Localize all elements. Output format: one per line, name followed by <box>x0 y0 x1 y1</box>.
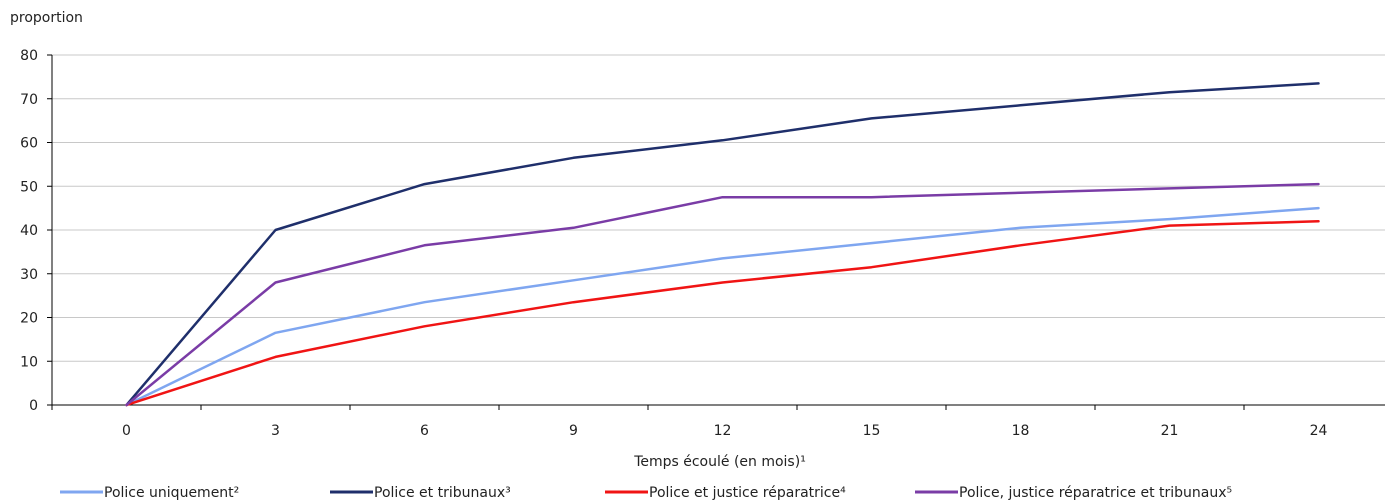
x-tick-label: 6 <box>420 423 429 439</box>
y-tick-label: 0 <box>29 398 38 414</box>
x-tick-label: 12 <box>714 423 732 439</box>
legend-label: Police et justice réparatrice⁴ <box>649 485 846 501</box>
y-tick-label: 50 <box>20 179 38 195</box>
gridlines <box>52 54 1385 362</box>
legend-item: Police uniquement² <box>60 485 239 501</box>
y-axis-ticks: 0 10 20 30 40 50 60 70 80 <box>20 48 52 414</box>
legend: Police uniquement² Police et tribunaux³ Po… <box>60 485 1232 501</box>
y-axis-title: proportion <box>10 10 83 26</box>
x-tick-label: 0 <box>122 423 131 439</box>
series-line-4 <box>125 182 1320 407</box>
x-tick-label: 9 <box>569 423 578 439</box>
series-line-1 <box>125 206 1320 407</box>
x-tick-label: 24 <box>1310 423 1328 439</box>
y-tick-label: 10 <box>20 354 38 370</box>
legend-label: Police uniquement² <box>104 485 239 501</box>
y-tick-label: 40 <box>20 223 38 239</box>
series-lines <box>125 82 1320 407</box>
legend-item: Police et tribunaux³ <box>330 485 511 501</box>
series-line-2 <box>125 82 1320 407</box>
x-tick-label: 15 <box>863 423 881 439</box>
y-tick-label: 80 <box>20 48 38 64</box>
legend-item: Police, justice réparatrice et tribunaux… <box>915 485 1232 501</box>
x-tick-label: 21 <box>1161 423 1179 439</box>
legend-label: Police et tribunaux³ <box>374 485 511 501</box>
y-tick-label: 30 <box>20 267 38 283</box>
x-axis-title: Temps écoulé (en mois)¹ <box>633 454 806 470</box>
legend-item: Police et justice réparatrice⁴ <box>605 485 846 501</box>
y-tick-label: 20 <box>20 311 38 327</box>
y-tick-label: 60 <box>20 136 38 152</box>
x-axis-ticks: 0 3 6 9 12 15 18 21 24 <box>51 405 1328 439</box>
y-tick-label: 70 <box>20 92 38 108</box>
series-line-3 <box>125 220 1320 407</box>
legend-label: Police, justice réparatrice et tribunaux… <box>959 485 1232 501</box>
x-tick-label: 18 <box>1012 423 1030 439</box>
x-tick-label: 3 <box>271 423 280 439</box>
